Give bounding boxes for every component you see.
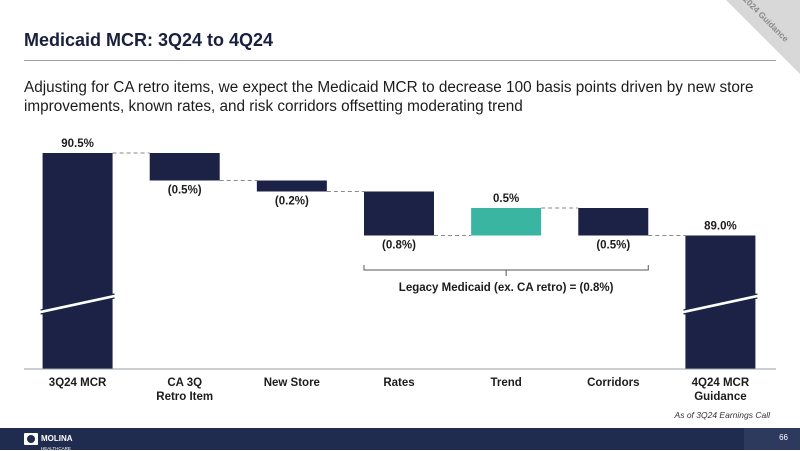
axis-break (683, 294, 758, 314)
data-label: 90.5% (61, 138, 94, 150)
page-subtitle: Adjusting for CA retro items, we expect … (24, 79, 754, 115)
earnings-call-note: As of 3Q24 Earnings Call (674, 410, 770, 420)
bar-trend (471, 208, 542, 236)
category-label: Retro Item (156, 391, 213, 403)
page-number-tab (744, 428, 800, 450)
category-label: Corridors (587, 377, 639, 389)
bar-3q24-mcr (42, 153, 113, 369)
axis-break-line (40, 297, 115, 315)
logo-subtitle: HEALTHCARE (41, 445, 71, 451)
category-label: New Store (264, 377, 320, 389)
category-label: 3Q24 MCR (49, 377, 107, 389)
data-label: (0.5%) (168, 185, 202, 197)
page-number: 66 (779, 433, 788, 442)
category-label: 4Q24 MCR (692, 377, 750, 389)
footer-bar (0, 428, 800, 450)
data-label: 0.5% (493, 193, 519, 205)
bar-rates (363, 191, 434, 236)
guidance-ribbon: 2024 Guidance (726, 0, 800, 74)
data-label: (0.8%) (382, 240, 416, 252)
axis-break-line (683, 293, 758, 311)
axis-break-line (40, 293, 115, 311)
waterfall-chart: Legacy Medicaid (ex. CA retro) = (0.8%) … (24, 138, 776, 403)
data-label: (0.5%) (596, 240, 630, 252)
category-label: Guidance (694, 391, 746, 403)
title-divider (24, 60, 776, 61)
page-title: Medicaid MCR: 3Q24 to 4Q24 (24, 30, 274, 50)
bracket-label: Legacy Medicaid (ex. CA retro) = (0.8%) (399, 282, 614, 294)
bar-new-store (256, 180, 327, 192)
category-label: Rates (383, 377, 414, 389)
data-label: (0.2%) (275, 196, 309, 208)
axis-break-line (683, 297, 758, 315)
logo-wordmark: MOLINA HEALTHCARE (41, 428, 73, 451)
logo-name: MOLINA (41, 433, 73, 443)
category-label: CA 3Q (167, 377, 202, 389)
logo-icon (24, 433, 38, 445)
ribbon-triangle (726, 0, 800, 74)
axis-break (40, 294, 115, 314)
bracket-line (363, 265, 649, 271)
category-label: Trend (490, 377, 521, 389)
bar-corridors (578, 208, 649, 236)
data-label: 89.0% (704, 221, 737, 233)
bar-ca-3q-retro-item (149, 153, 220, 181)
company-logo: MOLINA HEALTHCARE (24, 432, 73, 451)
